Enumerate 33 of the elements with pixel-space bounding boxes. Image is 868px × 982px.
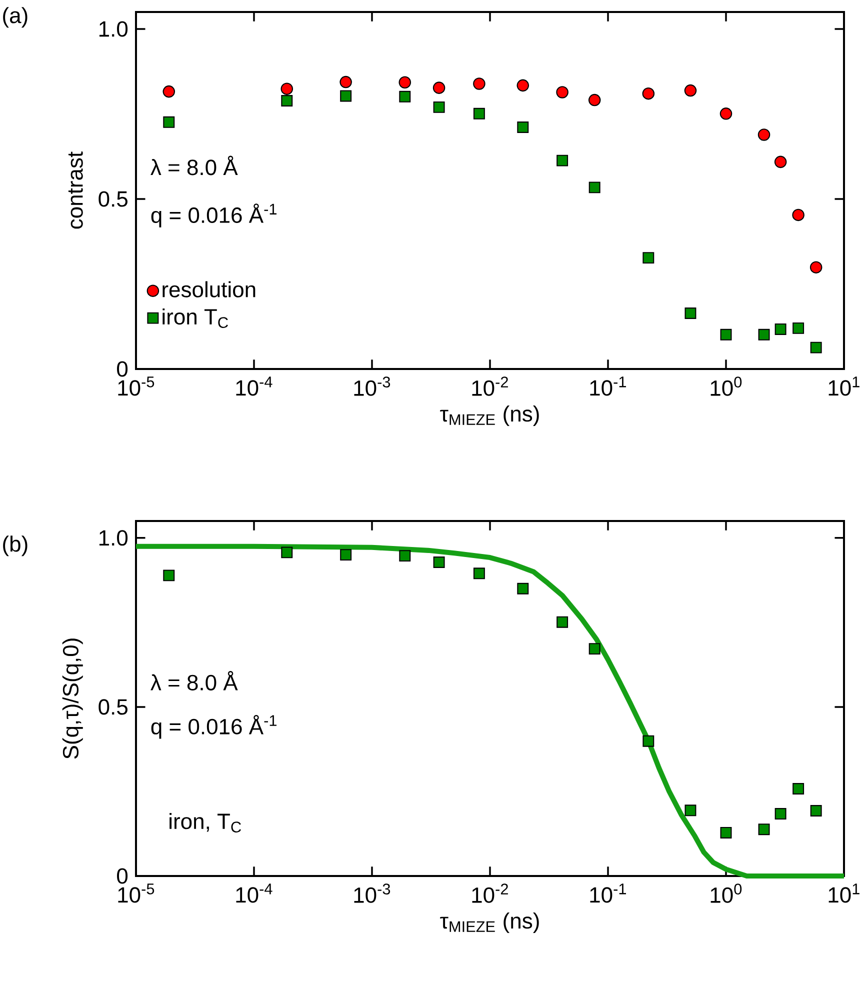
x-tick-label: 10$^{-5}$ (118, 884, 154, 903)
x-tick-label: 10$^{-1}$ (590, 376, 626, 396)
x-tick-label: 10$^{-4}$ (236, 376, 272, 396)
x-axis-title: τ$_{MIEZE}$ (ns) (440, 406, 539, 426)
x-tick-label: 10$^{-1}$ (590, 884, 626, 903)
legend-label: iron T$_{C}$ (162, 308, 228, 328)
y-tick-label: 0 (117, 361, 128, 377)
annotation: iron, T$_{C}$ (170, 812, 241, 833)
y-tick-label: 1.0 (99, 21, 128, 37)
annotation: q = 0.016 Å$^{-1}$ (151, 715, 276, 739)
x-tick-label: 10$^{-3}$ (354, 376, 390, 396)
x-tick-label: 10$^{1}$ (828, 376, 860, 396)
x-tick-label: 10$^{-3}$ (354, 884, 390, 903)
y-tick-label: 0.5 (98, 191, 128, 207)
y-tick-label: 0.5 (98, 699, 128, 715)
x-tick-label: 10$^{0}$ (710, 884, 742, 903)
annotation: q = 0.016 Å$^{-1}$ (151, 204, 276, 228)
x-tick-label: 10$^{-2}$ (472, 376, 508, 396)
y-tick-label: 1.0 (99, 530, 128, 546)
text: (b) (3, 536, 28, 556)
x-tick-label: 10$^{1}$ (828, 884, 860, 903)
legend-label: resolution (162, 281, 256, 298)
x-tick-label: 10$^{-2}$ (472, 884, 508, 903)
y-tick-label: 0 (117, 868, 128, 884)
x-tick-label: 10$^{-4}$ (236, 884, 272, 903)
annotation: λ = 8.0 Å (150, 671, 238, 690)
text: (a) (3, 7, 28, 28)
y-axis-title: S(q,τ)/S(q,0) (62, 638, 83, 759)
x-axis-title: τ$_{MIEZE}$ (ns) (440, 912, 539, 934)
x-tick-label: 10$^{-5}$ (118, 376, 154, 396)
x-tick-label: 10$^{0}$ (710, 376, 742, 396)
annotation: λ = 8.0 Å (150, 156, 238, 176)
y-axis-title: contrast (68, 152, 83, 229)
